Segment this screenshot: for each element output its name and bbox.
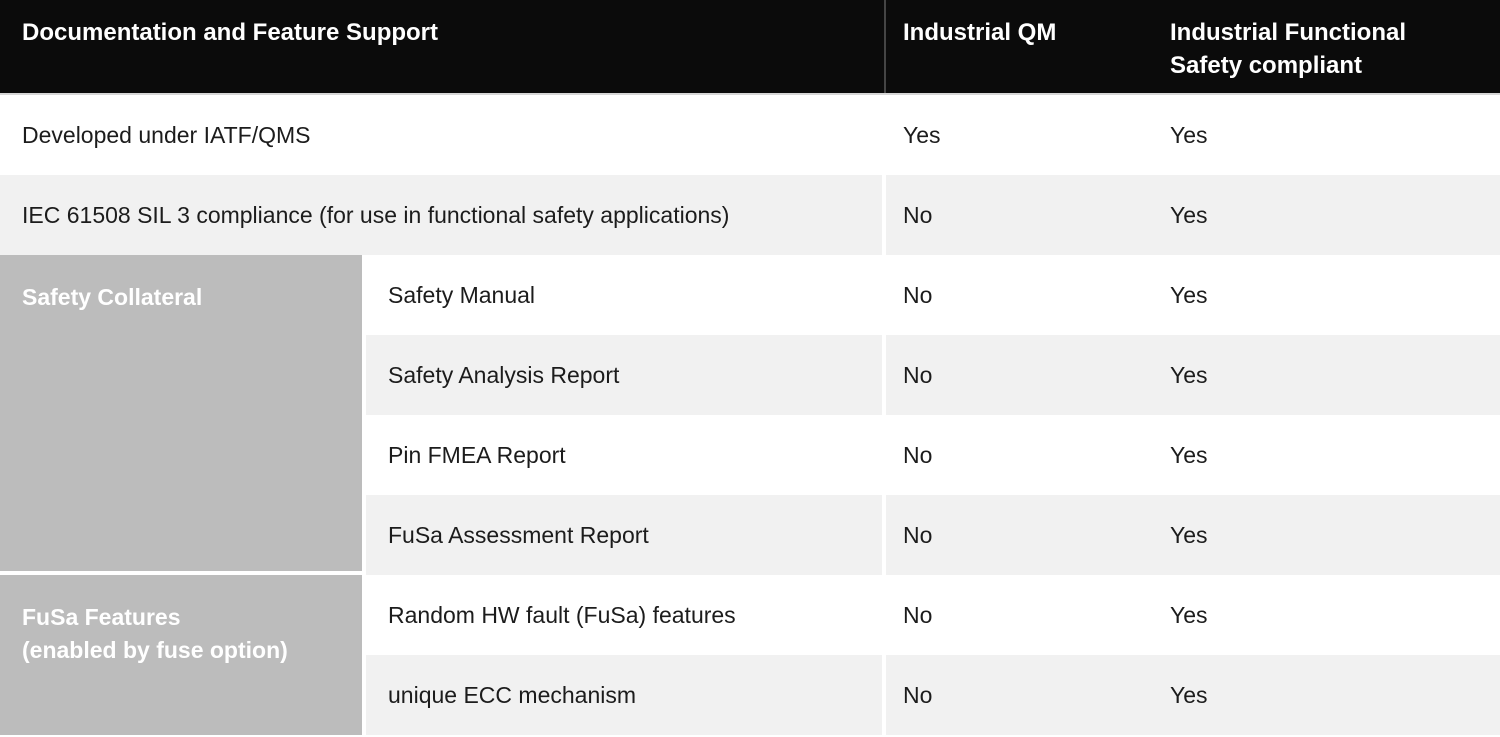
- header-documentation-and-feature-support: Documentation and Feature Support: [22, 19, 439, 46]
- value-fusa: Yes: [1151, 575, 1500, 655]
- header-column-divider: [884, 0, 886, 93]
- row-safety-manual: Safety Manual: [366, 255, 884, 335]
- value-fusa: Yes: [1151, 175, 1500, 255]
- row-random-hw-fault-features: Random HW fault (FuSa) features: [366, 575, 884, 655]
- value-qm: No: [884, 335, 1151, 415]
- value-fusa: Yes: [1151, 415, 1500, 495]
- table-header-row: Documentation and Feature Support Indust…: [0, 0, 1500, 95]
- value-fusa: Yes: [1151, 255, 1500, 335]
- row-iec-61508-sil3: IEC 61508 SIL 3 compliance (for use in f…: [0, 175, 884, 255]
- value-qm: No: [884, 415, 1151, 495]
- value-qm: Yes: [884, 95, 1151, 175]
- header-industrial-qm: Industrial QM: [903, 19, 1057, 46]
- value-qm: No: [884, 175, 1151, 255]
- value-qm: No: [884, 255, 1151, 335]
- value-fusa: Yes: [1151, 335, 1500, 415]
- header-industrial-functional-safety: Industrial Functional Safety compliant: [1170, 19, 1407, 79]
- value-fusa: Yes: [1151, 95, 1500, 175]
- row-developed-under-iatf-qms: Developed under IATF/QMS: [0, 95, 884, 175]
- row-unique-ecc-mechanism: unique ECC mechanism: [366, 655, 884, 735]
- value-qm: No: [884, 495, 1151, 575]
- table-body: Developed under IATF/QMS Yes Yes IEC 615…: [0, 95, 1500, 735]
- group-safety-collateral: Safety Collateral: [0, 255, 366, 575]
- row-safety-analysis-report: Safety Analysis Report: [366, 335, 884, 415]
- group-fusa-features: FuSa Features (enabled by fuse option): [0, 575, 366, 735]
- row-pin-fmea-report: Pin FMEA Report: [366, 415, 884, 495]
- row-fusa-assessment-report: FuSa Assessment Report: [366, 495, 884, 575]
- value-fusa: Yes: [1151, 655, 1500, 735]
- value-qm: No: [884, 575, 1151, 655]
- value-qm: No: [884, 655, 1151, 735]
- value-fusa: Yes: [1151, 495, 1500, 575]
